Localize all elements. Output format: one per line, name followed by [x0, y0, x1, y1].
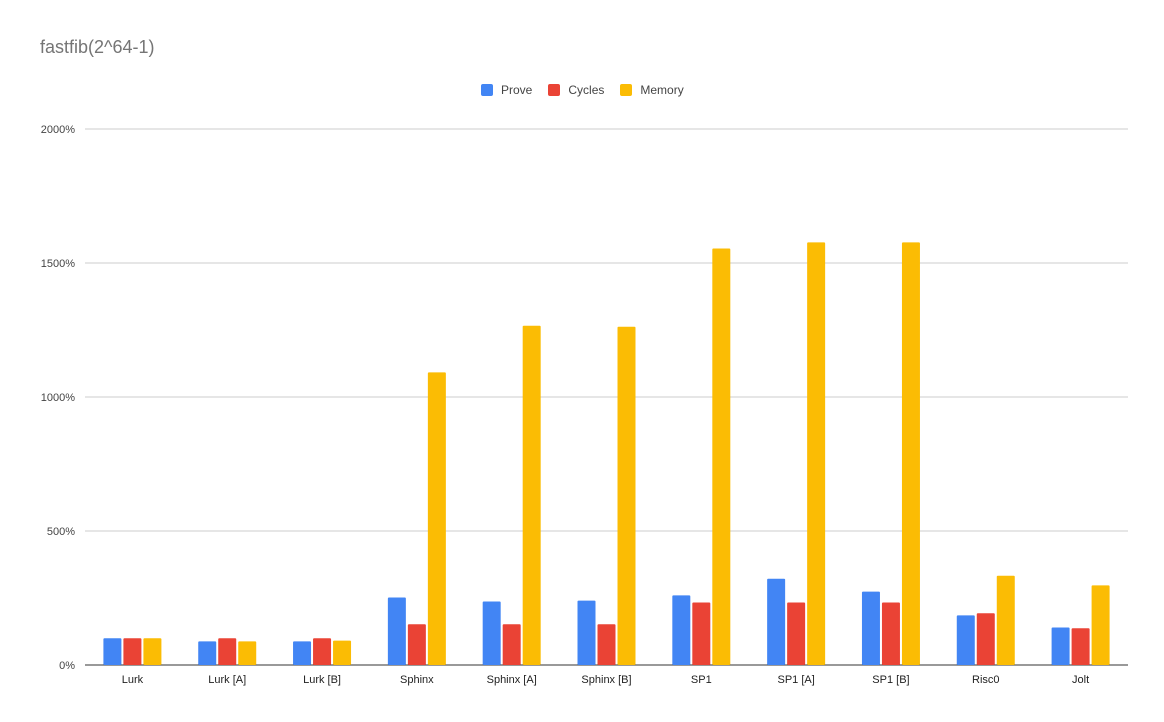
bar-cycles	[218, 638, 237, 665]
legend: Prove Cycles Memory	[481, 83, 700, 97]
bar-prove	[103, 638, 122, 665]
x-tick-label: Lurk [A]	[208, 674, 246, 686]
bar-memory	[901, 242, 920, 665]
x-tick-label: Risc0	[972, 674, 1000, 686]
legend-swatch-memory	[620, 84, 633, 96]
bar-memory	[522, 325, 541, 665]
bar-prove	[956, 615, 975, 665]
y-tick-label: 500%	[47, 526, 75, 538]
legend-item-memory: Memory	[620, 83, 684, 97]
legend-swatch-prove	[481, 84, 493, 96]
x-tick-label: SP1 [B]	[872, 674, 909, 686]
y-tick-label: 2000%	[41, 124, 75, 136]
x-tick-label: Sphinx [B]	[581, 674, 631, 686]
bar-cycles	[502, 624, 521, 665]
bar-prove	[482, 601, 501, 665]
legend-item-cycles: Cycles	[548, 83, 604, 97]
bar-cycles	[123, 638, 142, 665]
legend-label-memory: Memory	[640, 83, 684, 97]
y-tick-label: 0%	[59, 660, 75, 672]
legend-label-prove: Prove	[501, 83, 533, 97]
x-tick-label: Sphinx [A]	[487, 674, 537, 686]
x-tick-label: Sphinx	[400, 674, 434, 686]
legend-item-prove: Prove	[481, 83, 532, 97]
chart-title: fastfib(2^64-1)	[40, 37, 155, 57]
bar-memory	[807, 242, 826, 665]
bar-prove	[861, 591, 880, 665]
bar-prove	[198, 641, 217, 665]
bar-cycles	[407, 624, 426, 665]
bar-memory	[996, 575, 1015, 665]
bar-prove	[387, 597, 406, 665]
bar-cycles	[313, 638, 332, 665]
legend-label-cycles: Cycles	[568, 83, 605, 97]
bar-cycles	[1071, 628, 1090, 665]
bar-memory	[617, 326, 636, 665]
bar-cycles	[787, 602, 806, 665]
bar-prove	[672, 595, 691, 665]
x-tick-label: Lurk	[122, 674, 144, 686]
bar-memory	[238, 641, 257, 665]
bar-prove	[1051, 627, 1070, 665]
bar-memory	[143, 638, 162, 665]
legend-swatch-cycles	[548, 84, 561, 96]
bar-cycles	[881, 602, 900, 665]
bar-cycles	[692, 602, 711, 665]
bar-memory	[1091, 585, 1110, 665]
bar-memory	[712, 248, 731, 665]
bar-cycles	[597, 624, 616, 665]
bar-prove	[577, 600, 596, 665]
x-tick-label: Jolt	[1072, 674, 1089, 686]
bar-prove	[293, 641, 312, 665]
x-tick-label: SP1 [A]	[777, 674, 814, 686]
bar-memory	[427, 372, 446, 665]
y-tick-label: 1000%	[41, 392, 75, 404]
x-tick-label: SP1	[691, 674, 712, 686]
x-tick-label: Lurk [B]	[303, 674, 341, 686]
bar-memory	[333, 640, 352, 665]
bar-prove	[767, 578, 786, 665]
y-tick-label: 1500%	[41, 258, 75, 270]
bar-cycles	[976, 613, 995, 665]
